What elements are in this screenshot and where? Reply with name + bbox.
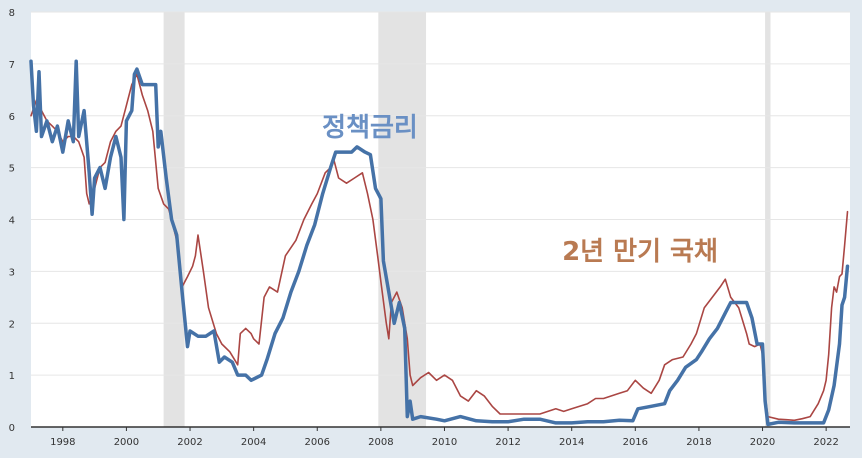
policy-rate-annotation: 정책금리 [322,113,418,143]
y-tick-label: 3 [9,267,15,278]
x-tick-label: 2004 [241,437,266,448]
x-tick-label: 2000 [114,437,139,448]
y-tick-label: 4 [9,216,15,227]
x-tick-label: 2020 [750,437,775,448]
y-tick-label: 5 [9,164,15,175]
y-tick-label: 8 [9,8,15,19]
series-line-policy-rate [29,59,850,427]
gridlines [31,11,850,376]
x-tick-label: 2018 [686,437,711,448]
x-tick-label: 2006 [305,437,330,448]
treasury-2y-annotation: 2년 만기 국채 [562,237,718,267]
x-axis-ticks: 1998 2000 2002 2004 2006 2008 2010 2012 2014 2016… [50,427,839,448]
y-tick-label: 1 [9,371,15,382]
y-tick-label: 6 [9,112,15,123]
x-tick-label: 2022 [813,437,838,448]
series-line-treasury-2y [30,73,849,422]
x-tick-label: 2016 [623,437,648,448]
y-tick-label: 7 [9,60,15,71]
series-lines [29,59,850,427]
y-tick-label: 2 [9,319,15,330]
y-axis-ticks: 0 1 2 3 4 5 6 7 8 [9,8,15,434]
x-tick-label: 1998 [50,437,75,448]
x-tick-label: 2008 [368,437,393,448]
x-tick-label: 2014 [559,437,584,448]
x-tick-label: 2010 [432,437,457,448]
x-tick-label: 2002 [177,437,202,448]
y-tick-label: 0 [9,423,15,434]
x-tick-label: 2012 [495,437,520,448]
